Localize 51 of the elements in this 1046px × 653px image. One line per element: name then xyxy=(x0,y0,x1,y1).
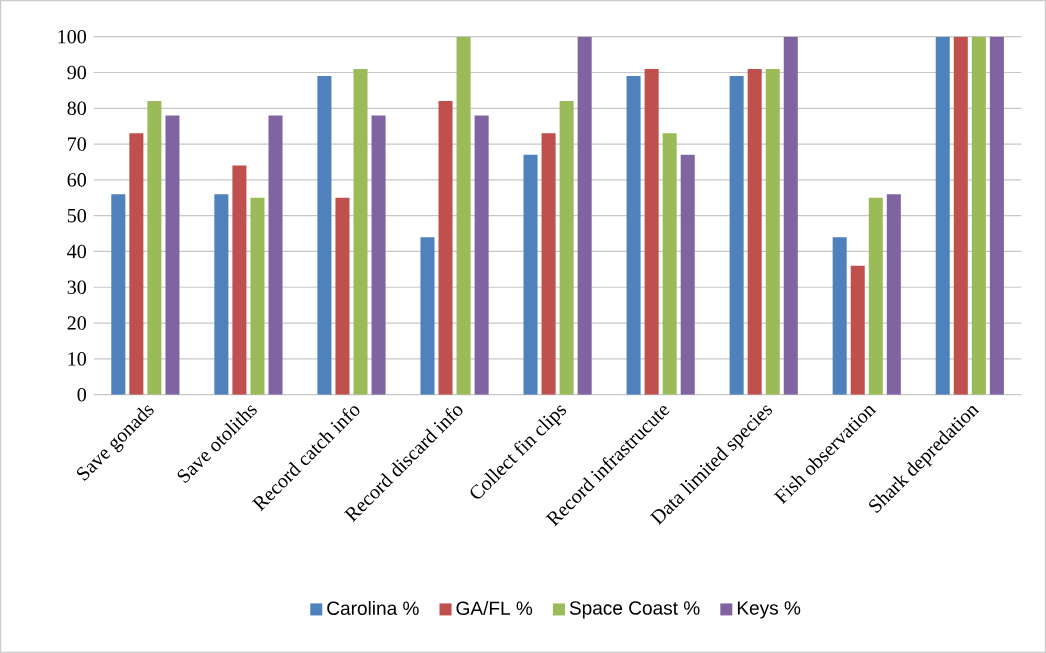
bar xyxy=(165,115,180,395)
bar xyxy=(371,115,386,395)
bar xyxy=(268,115,283,395)
bar xyxy=(886,194,901,395)
bar xyxy=(765,68,780,395)
y-tick-label: 90 xyxy=(67,65,87,80)
bar xyxy=(250,197,265,395)
legend-label: Carolina % xyxy=(327,601,419,616)
legend-label: GA/FL % xyxy=(456,601,533,616)
bar xyxy=(953,36,968,395)
bar xyxy=(850,265,865,395)
bar xyxy=(523,154,538,395)
bar xyxy=(456,36,471,395)
bar xyxy=(111,194,126,395)
bar xyxy=(783,36,798,395)
bar xyxy=(680,154,695,395)
y-tick-label: 100 xyxy=(58,29,87,44)
bar xyxy=(353,68,368,395)
bar xyxy=(541,133,556,395)
bar xyxy=(232,165,247,395)
bar xyxy=(214,194,229,395)
bar xyxy=(868,197,883,395)
bar xyxy=(438,101,453,395)
bar xyxy=(129,133,144,395)
bar xyxy=(644,68,659,395)
bar xyxy=(989,36,1004,395)
bar xyxy=(147,101,162,395)
legend-label: Space Coast % xyxy=(569,601,700,619)
y-tick-label: 30 xyxy=(67,280,87,295)
y-tick-label: 70 xyxy=(68,137,87,151)
bar xyxy=(335,197,350,395)
y-tick-label: 80 xyxy=(67,101,87,116)
bar xyxy=(474,115,489,395)
bar xyxy=(626,76,641,395)
bar xyxy=(971,36,986,395)
bar xyxy=(935,36,950,395)
bar xyxy=(559,101,574,395)
y-tick-label: 40 xyxy=(67,244,87,259)
y-tick-label: 60 xyxy=(67,173,87,187)
legend-label: Keys % xyxy=(737,601,801,619)
y-tick-label: 50 xyxy=(67,208,87,223)
bar xyxy=(662,133,677,395)
bar xyxy=(832,237,847,395)
bar xyxy=(317,76,332,395)
y-tick-label: 10 xyxy=(68,352,87,366)
y-tick-label: 0 xyxy=(77,387,87,402)
bar xyxy=(577,36,592,395)
bar xyxy=(420,237,435,395)
bar xyxy=(747,68,762,395)
y-tick-label: 20 xyxy=(67,316,87,330)
bar xyxy=(729,76,744,395)
